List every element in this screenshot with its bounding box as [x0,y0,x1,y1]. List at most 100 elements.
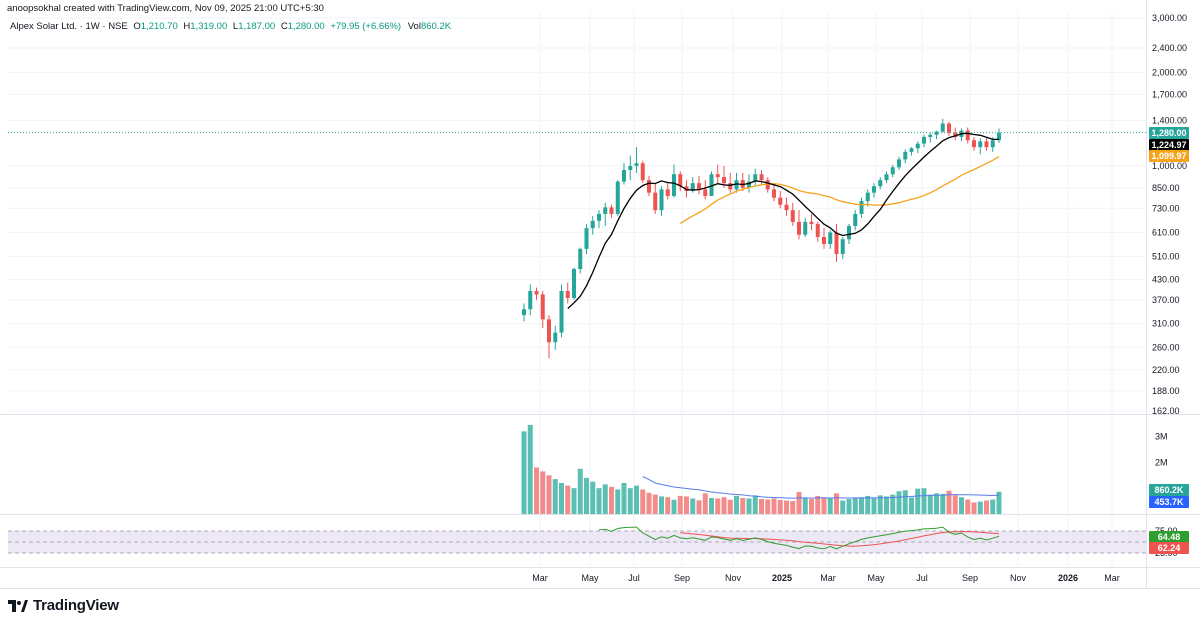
volume-bar [952,495,958,514]
volume-bar [846,499,852,514]
tradingview-brand[interactable]: TradingView [8,597,119,614]
volume-bar [621,483,627,514]
price-axis[interactable]: 3,000.00 2,400.00 2,000.00 1,700.00 1,400.00… [1152,13,1187,558]
volume-bar [665,497,671,514]
time-tick-label: May [581,573,599,583]
volume-bar [577,468,583,514]
candle-body [690,183,695,192]
ohlc-close-label: C [280,21,288,32]
volume-bar [909,497,914,514]
candle-body [878,180,883,187]
volume-bar [927,494,933,514]
volume-bar [565,485,571,514]
candle-body [684,186,689,192]
volume-bar [827,498,833,514]
ohlc-close: 1,280.00 [287,21,325,32]
volume-bar [677,495,683,514]
volume-bar [840,500,846,514]
price-tick-label: 3,000.00 [1152,13,1187,23]
candle-body [540,294,545,320]
price-tag-bg [1149,127,1189,139]
volume-bar [977,501,983,514]
candle-body [672,174,676,196]
volume-bar [884,496,889,514]
candle-body [522,309,526,316]
candle-body [559,290,564,333]
volume-bar [790,501,796,514]
candle-body [534,290,539,295]
candle-body [709,174,714,196]
candle-body [622,170,626,182]
volume-bar [765,499,771,514]
volume-bar [684,496,689,514]
candle-body [753,174,758,182]
candle-body [934,131,939,135]
candle-body [847,226,851,240]
volume-ma-line [642,476,1000,499]
volume-series [521,424,1002,514]
price-tag: 1,280.00 [1151,128,1186,138]
time-tick-label: Mar [532,573,548,583]
candle-body [628,165,633,171]
volume-bar [696,500,702,514]
volume-bar [540,471,546,514]
ohlc-open-label: O [133,21,141,32]
price-tags: 1,280.00 1,224.971,099.97 860.2K 453.7K 64.4… [1149,127,1189,554]
price-tag: 1,099.97 [1151,151,1186,161]
volume-bar [771,498,777,514]
candle-body [665,189,670,196]
candle-body [597,213,601,221]
volume-tag-bg [1149,484,1189,496]
candle-body [872,186,876,193]
ohlc-low: 1,187.00 [238,21,276,32]
candle-body [790,210,795,222]
candle-body [890,167,895,175]
price-tick-label: 610.00 [1152,227,1180,237]
price-tick-label: 2,400.00 [1152,43,1187,53]
volume-bar [752,495,758,514]
volume-bar [865,495,871,514]
volume-bar [715,498,721,514]
time-axis[interactable]: Mar May Jul Sep Nov 2025 Mar May Jul Sep Nov 2026 Ma… [532,573,1120,583]
price-tick-label: 2,000.00 [1152,68,1187,78]
volume-bar [915,488,921,514]
candle-body [853,213,858,227]
candle-body [984,141,989,148]
volume-bar [834,493,839,514]
candle-body [797,221,801,235]
volume-bar [590,481,596,514]
volume-bar [984,500,989,514]
price-tick-label: 310.00 [1152,319,1180,329]
candle-body [584,228,589,249]
time-tick-label: Mar [820,573,836,583]
volume-bar [902,490,908,514]
rsi-tag: 64.48 [1158,532,1181,542]
symbol-title: Alpex Solar Ltd. · 1W · NSE [10,21,128,32]
candle-body [915,143,920,149]
time-tick-label: 2026 [1058,573,1078,583]
symbol-legend[interactable]: Alpex Solar Ltd. · 1W · NSE O1,210.70 H1… [10,21,451,32]
price-tick-label: 188.00 [1152,386,1180,396]
candle-body [734,180,739,190]
volume-bar [615,489,621,514]
price-tag: 1,224.97 [1151,140,1186,150]
volume-bar [602,484,608,514]
ohlc-open: 1,210.70 [140,21,178,32]
volume-bar [596,488,602,514]
volume-bar [521,431,527,514]
candle-body [897,159,901,168]
price-tick-label: 430.00 [1152,275,1180,285]
volume-bar [646,492,652,514]
candle-body [922,136,926,144]
volume-bar [559,483,564,514]
candle-body [809,221,814,224]
volume-bar [534,467,539,514]
candle-body [772,189,776,198]
price-tick-label: 850.00 [1152,183,1180,193]
candle-body [990,140,995,148]
volume-bar [659,496,664,514]
candle-body [940,123,945,132]
candle-body [634,163,639,166]
volume-bar [702,493,708,514]
